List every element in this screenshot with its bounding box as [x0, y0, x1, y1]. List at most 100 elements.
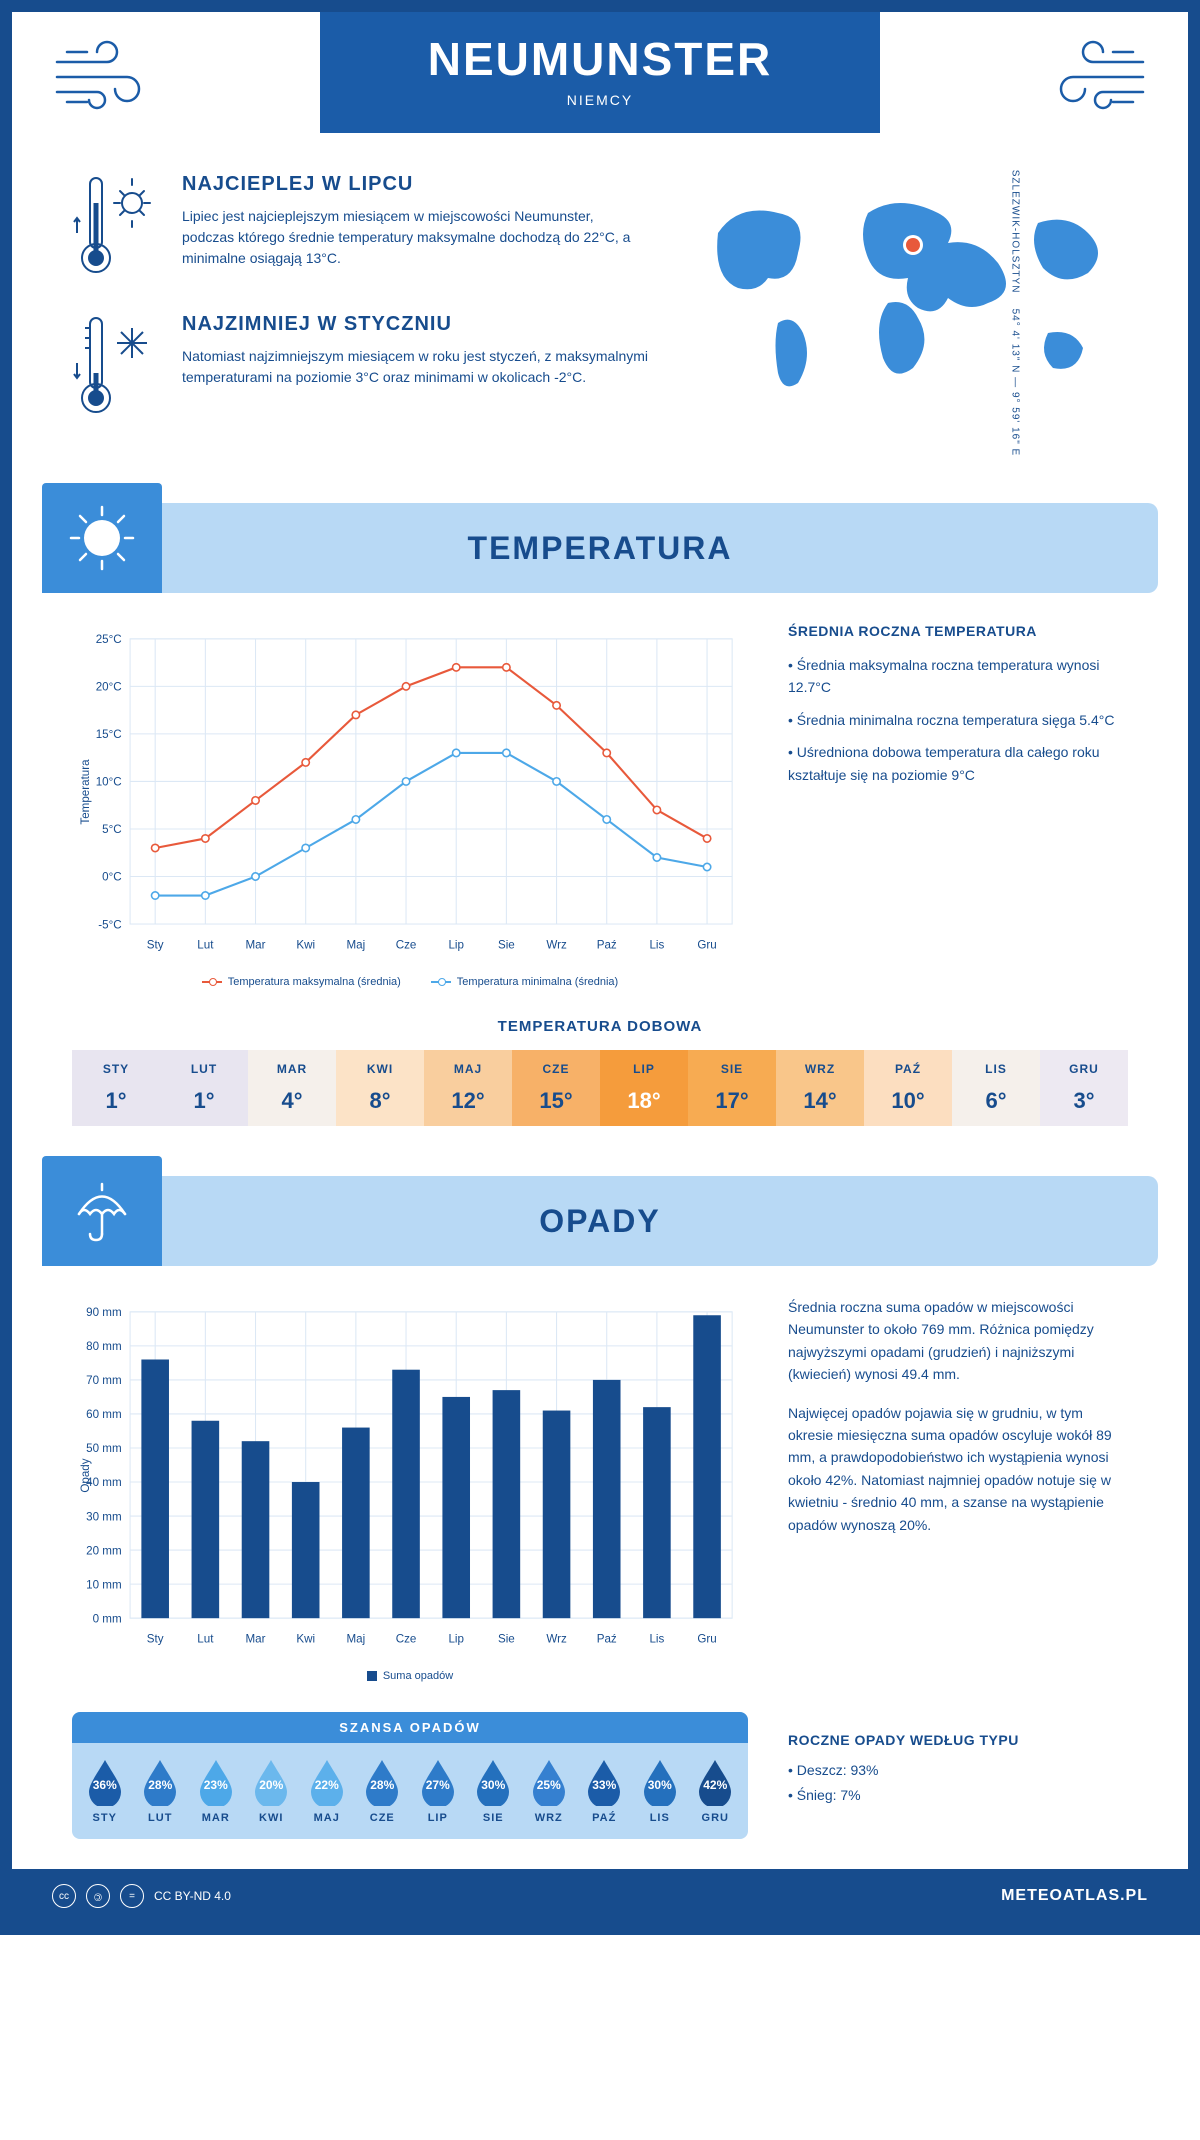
- by-icon: 🄯: [86, 1884, 110, 1908]
- precipitation-title: OPADY: [162, 1203, 1158, 1240]
- svg-text:Cze: Cze: [396, 1632, 417, 1645]
- daily-temp-cell: PAŹ10°: [864, 1050, 952, 1126]
- svg-text:Paź: Paź: [597, 1632, 617, 1645]
- thermometer-sun-icon: [72, 173, 162, 283]
- svg-text:60 mm: 60 mm: [86, 1408, 121, 1421]
- chance-cell: 23% MAR: [188, 1758, 244, 1824]
- svg-text:20 mm: 20 mm: [86, 1544, 121, 1557]
- temperature-chart: -5°C0°C5°C10°C15°C20°C25°CStyLutMarKwiMa…: [72, 623, 748, 988]
- legend-max: Temperatura maksymalna (średnia): [228, 976, 401, 988]
- svg-text:Kwi: Kwi: [296, 938, 315, 951]
- world-map-icon: [688, 173, 1128, 413]
- svg-text:25°C: 25°C: [96, 633, 122, 646]
- svg-text:5°C: 5°C: [102, 823, 121, 836]
- svg-text:Lut: Lut: [197, 938, 214, 951]
- temperature-banner: TEMPERATURA: [42, 503, 1158, 593]
- hottest-block: NAJCIEPLEJ W LIPCU Lipiec jest najcieple…: [72, 173, 648, 283]
- svg-text:0°C: 0°C: [102, 871, 121, 884]
- svg-text:Wrz: Wrz: [546, 1632, 567, 1645]
- svg-text:Lip: Lip: [448, 1632, 464, 1645]
- svg-text:Sie: Sie: [498, 938, 515, 951]
- svg-text:Lip: Lip: [448, 938, 464, 951]
- precip-p2: Najwięcej opadów pojawia się w grudniu, …: [788, 1402, 1128, 1536]
- precipitation-chance: SZANSA OPADÓW 36% STY 28% LUT 23% MAR 20…: [72, 1712, 748, 1839]
- daily-temp-cell: KWI8°: [336, 1050, 424, 1126]
- chance-cell: 27% LIP: [410, 1758, 466, 1824]
- legend-precip: Suma opadów: [383, 1670, 453, 1682]
- temperature-summary: ŚREDNIA ROCZNA TEMPERATURA Średnia maksy…: [788, 623, 1128, 988]
- chance-cell: 20% KWI: [244, 1758, 300, 1824]
- coordinates: SZLEZWIK-HOLSZTYN 54° 4' 13" N — 9° 59' …: [1009, 170, 1020, 456]
- svg-text:20°C: 20°C: [96, 681, 122, 694]
- svg-text:Kwi: Kwi: [296, 1632, 315, 1645]
- chance-cell: 28% CZE: [355, 1758, 411, 1824]
- chance-cell: 30% LIS: [632, 1758, 688, 1824]
- daily-temp-cell: STY1°: [72, 1050, 160, 1126]
- chance-cell: 30% SIE: [466, 1758, 522, 1824]
- daily-temp-cell: LIS6°: [952, 1050, 1040, 1126]
- intro-section: NAJCIEPLEJ W LIPCU Lipiec jest najcieple…: [12, 143, 1188, 483]
- svg-text:10 mm: 10 mm: [86, 1578, 121, 1591]
- svg-text:0 mm: 0 mm: [93, 1612, 122, 1625]
- wind-icon-left: [52, 32, 172, 122]
- svg-text:-5°C: -5°C: [98, 918, 121, 931]
- chance-cell: 25% WRZ: [521, 1758, 577, 1824]
- wind-icon-right: [1028, 32, 1148, 122]
- page-header: NEUMUNSTER NIEMCY: [12, 12, 1188, 143]
- svg-text:Maj: Maj: [347, 938, 366, 951]
- svg-text:90 mm: 90 mm: [86, 1306, 121, 1319]
- daily-temp-cell: CZE15°: [512, 1050, 600, 1126]
- svg-text:Maj: Maj: [347, 1632, 366, 1645]
- daily-temp-cell: GRU3°: [1040, 1050, 1128, 1126]
- daily-temperature-table: TEMPERATURA DOBOWA STY1°LUT1°MAR4°KWI8°M…: [12, 1018, 1188, 1156]
- country-name: NIEMCY: [400, 92, 800, 108]
- chance-cell: 28% LUT: [133, 1758, 189, 1824]
- svg-text:Temperatura: Temperatura: [79, 759, 92, 825]
- world-map-block: SZLEZWIK-HOLSZTYN 54° 4' 13" N — 9° 59' …: [688, 173, 1128, 453]
- svg-text:Sie: Sie: [498, 1632, 515, 1645]
- precipitation-banner: OPADY: [42, 1176, 1158, 1266]
- chance-cell: 33% PAŹ: [577, 1758, 633, 1824]
- svg-text:Sty: Sty: [147, 1632, 164, 1645]
- coldest-block: NAJZIMNIEJ W STYCZNIU Natomiast najzimni…: [72, 313, 648, 423]
- daily-temp-cell: WRZ14°: [776, 1050, 864, 1126]
- temp-summary-title: ŚREDNIA ROCZNA TEMPERATURA: [788, 623, 1128, 639]
- svg-text:Paź: Paź: [597, 938, 617, 951]
- svg-text:Mar: Mar: [246, 1632, 266, 1645]
- title-banner: NEUMUNSTER NIEMCY: [320, 12, 880, 133]
- svg-text:Lis: Lis: [649, 938, 664, 951]
- daily-temp-cell: MAJ12°: [424, 1050, 512, 1126]
- precip-type-item: Śnieg: 7%: [788, 1783, 1128, 1808]
- site-name: METEOATLAS.PL: [1001, 1887, 1148, 1905]
- precip-type-item: Deszcz: 93%: [788, 1758, 1128, 1783]
- nd-icon: =: [120, 1884, 144, 1908]
- temp-bullet: Średnia minimalna roczna temperatura się…: [788, 709, 1128, 731]
- city-name: NEUMUNSTER: [400, 32, 800, 86]
- daily-temp-cell: LUT1°: [160, 1050, 248, 1126]
- precipitation-chart: 0 mm10 mm20 mm30 mm40 mm50 mm60 mm70 mm8…: [72, 1296, 748, 1682]
- chance-cell: 42% GRU: [688, 1758, 744, 1824]
- page-footer: cc 🄯 = CC BY-ND 4.0 METEOATLAS.PL: [12, 1869, 1188, 1923]
- svg-text:50 mm: 50 mm: [86, 1442, 121, 1455]
- coldest-title: NAJZIMNIEJ W STYCZNIU: [182, 313, 648, 336]
- precip-type-title: ROCZNE OPADY WEDŁUG TYPU: [788, 1732, 1128, 1748]
- hottest-title: NAJCIEPLEJ W LIPCU: [182, 173, 648, 196]
- hottest-text: Lipiec jest najcieplejszym miesiącem w m…: [182, 206, 648, 269]
- svg-text:Cze: Cze: [396, 938, 417, 951]
- daily-temp-cell: LIP18°: [600, 1050, 688, 1126]
- license-text: CC BY-ND 4.0: [154, 1889, 231, 1903]
- precipitation-summary: Średnia roczna suma opadów w miejscowośc…: [788, 1296, 1128, 1682]
- daily-temp-title: TEMPERATURA DOBOWA: [72, 1018, 1128, 1035]
- svg-text:30 mm: 30 mm: [86, 1510, 121, 1523]
- svg-text:Wrz: Wrz: [546, 938, 567, 951]
- precipitation-by-type: ROCZNE OPADY WEDŁUG TYPU Deszcz: 93%Śnie…: [788, 1712, 1128, 1839]
- temp-bullet: Średnia maksymalna roczna temperatura wy…: [788, 654, 1128, 699]
- chance-title: SZANSA OPADÓW: [72, 1712, 748, 1743]
- svg-text:15°C: 15°C: [96, 728, 122, 741]
- cc-icon: cc: [52, 1884, 76, 1908]
- svg-text:Gru: Gru: [697, 938, 716, 951]
- svg-text:Lut: Lut: [197, 1632, 214, 1645]
- legend-min: Temperatura minimalna (średnia): [457, 976, 618, 988]
- svg-text:Gru: Gru: [697, 1632, 716, 1645]
- chance-cell: 22% MAJ: [299, 1758, 355, 1824]
